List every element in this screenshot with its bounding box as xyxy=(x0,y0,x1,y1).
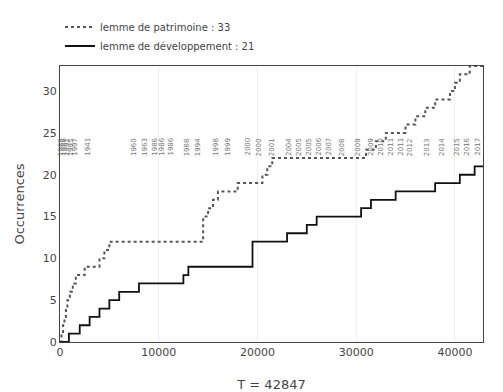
svg-text:1999: 1999 xyxy=(224,138,232,156)
svg-text:2017: 2017 xyxy=(474,138,482,156)
svg-text:2015: 2015 xyxy=(453,138,461,156)
svg-text:10000: 10000 xyxy=(141,346,176,359)
svg-text:5: 5 xyxy=(50,294,57,307)
svg-text:1994: 1994 xyxy=(194,138,202,156)
svg-text:2009: 2009 xyxy=(367,138,375,156)
svg-text:2006: 2006 xyxy=(315,137,323,155)
svg-text:2000: 2000 xyxy=(255,139,263,157)
svg-text:30: 30 xyxy=(43,85,57,98)
svg-text:1995: 1995 xyxy=(67,139,75,157)
svg-text:T = 42847: T = 42847 xyxy=(236,377,305,392)
svg-text:1986: 1986 xyxy=(151,137,159,155)
svg-text:2005: 2005 xyxy=(295,138,303,156)
svg-text:2007: 2007 xyxy=(325,138,333,156)
svg-text:20: 20 xyxy=(43,169,57,182)
svg-text:2013: 2013 xyxy=(423,138,431,156)
svg-text:2011: 2011 xyxy=(387,138,395,156)
svg-text:Occurrences: Occurrences xyxy=(12,163,27,244)
svg-text:2008: 2008 xyxy=(338,139,346,157)
svg-text:2016: 2016 xyxy=(463,137,471,155)
svg-text:15: 15 xyxy=(43,210,57,223)
svg-text:40000: 40000 xyxy=(437,346,472,359)
svg-text:1998: 1998 xyxy=(212,138,220,156)
svg-text:1986: 1986 xyxy=(167,137,175,155)
svg-text:1963: 1963 xyxy=(141,138,149,156)
svg-text:2010: 2010 xyxy=(377,138,385,156)
svg-text:1941: 1941 xyxy=(84,138,92,156)
svg-text:2014: 2014 xyxy=(438,138,446,156)
svg-text:10: 10 xyxy=(43,252,57,265)
svg-text:2004: 2004 xyxy=(285,138,293,156)
svg-text:2012: 2012 xyxy=(406,139,414,157)
svg-text:0: 0 xyxy=(50,336,57,349)
svg-text:1997: 1997 xyxy=(71,138,79,156)
svg-text:1988: 1988 xyxy=(183,139,191,157)
svg-text:30000: 30000 xyxy=(339,346,374,359)
svg-text:2001: 2001 xyxy=(268,138,276,156)
svg-text:1986: 1986 xyxy=(158,137,166,155)
svg-text:1988: 1988 xyxy=(60,138,68,156)
svg-text:20000: 20000 xyxy=(240,346,275,359)
svg-text:25: 25 xyxy=(43,127,57,140)
svg-text:2009: 2009 xyxy=(354,138,362,156)
svg-text:0: 0 xyxy=(57,346,64,359)
svg-text:1986: 1986 xyxy=(57,138,65,156)
svg-text:lemme de patrimoine : 33: lemme de patrimoine : 33 xyxy=(100,22,230,33)
svg-text:1991: 1991 xyxy=(63,138,71,156)
svg-text:2000: 2000 xyxy=(244,138,252,156)
svg-text:2005: 2005 xyxy=(305,138,313,156)
svg-text:1960: 1960 xyxy=(130,138,138,156)
svg-text:2011: 2011 xyxy=(397,138,405,156)
svg-text:lemme de développement : 21: lemme de développement : 21 xyxy=(100,41,254,52)
